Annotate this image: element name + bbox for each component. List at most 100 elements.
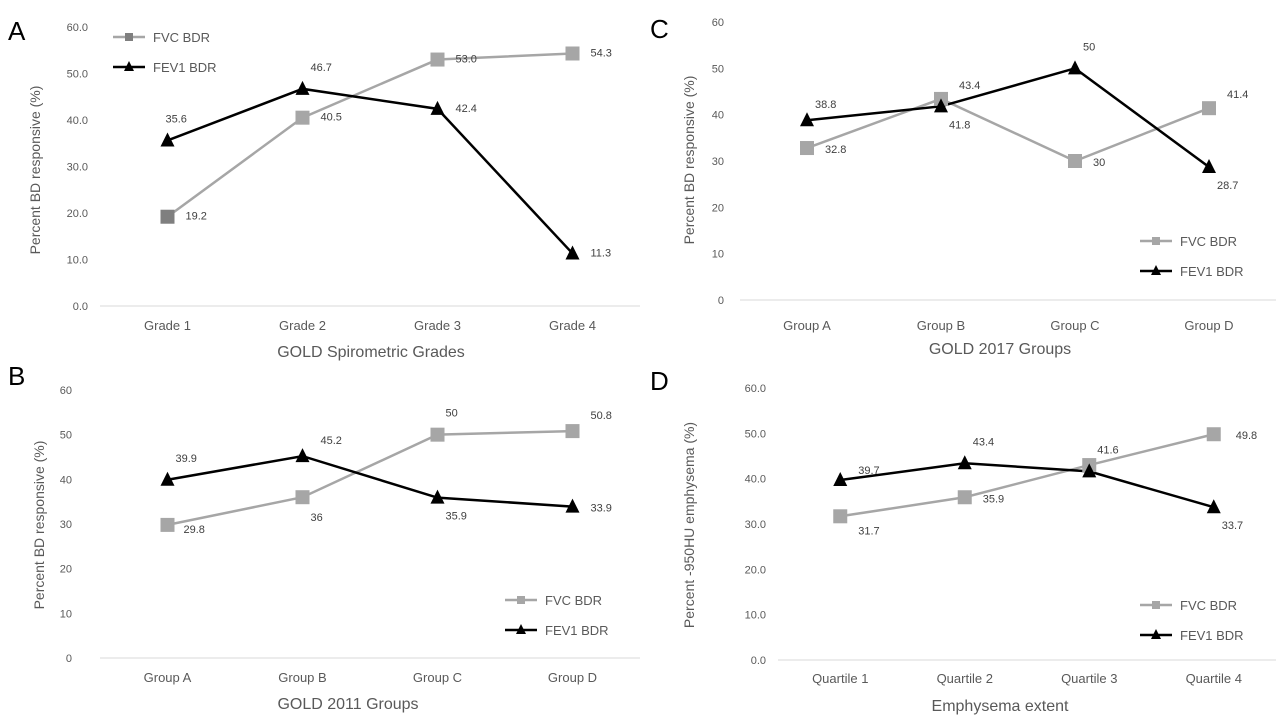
fev1-marker [1068,60,1082,75]
fev1-data-label: 50 [1083,41,1095,53]
legend-label: FVC BDR [545,593,602,608]
fvc-data-label: 40.5 [321,112,342,124]
y-tick-label: 20.0 [745,564,766,576]
x-axis-label: GOLD 2011 Groups [277,696,418,713]
data-labels: 19.2 40.5 53.0 54.3 35.6 46.7 42.4 11.3 [166,48,612,260]
fvc-data-label: 30 [1093,157,1105,169]
panel-letter: A [8,16,26,46]
fvc-data-label: 31.7 [858,525,879,537]
fev1-marker [565,498,580,513]
fev1-data-label: 39.7 [858,465,879,477]
series-markers [800,60,1216,174]
y-tick-label: 60.0 [67,22,88,34]
data-labels: 29.8 36 50 50.8 39.9 45.2 35.9 33.9 [176,408,612,536]
y-tick-label: 40.0 [745,474,766,486]
x-tick-label: Grade 2 [279,318,326,333]
series-lines [167,429,573,527]
x-axis-label: GOLD Spirometric Grades [277,344,465,361]
y-ticks: 0 10 20 30 40 50 60 [60,385,72,665]
fvc-marker [565,46,580,61]
fvc-marker [295,110,310,125]
y-tick-label: 30 [712,156,724,168]
fvc-marker [1206,427,1221,442]
x-tick-label: Group C [413,670,462,685]
panel-d: D 0.0 10.0 20.0 30.0 40.0 50.0 60.0 Quartile 1… [650,366,1276,715]
data-labels: 32.8 43.4 30 41.4 38.8 41.8 50 28.7 [815,41,1248,192]
series-line-fev1 [840,461,1215,509]
fvc-marker [957,490,972,505]
y-tick-label: 20 [60,564,72,576]
series-line-fvc [166,52,573,218]
x-tick-label: Quartile 1 [812,671,868,686]
series-lines [840,433,1215,518]
legend-marker [517,596,525,604]
fvc-data-label: 43.4 [959,80,980,92]
series-line-fvc [806,97,1210,163]
series-markers [160,424,580,532]
fvc-marker [833,509,848,524]
legend-label: FEV1 BDR [545,623,609,638]
fev1-marker [565,245,580,260]
fev1-marker [957,455,972,470]
fev1-data-label: 46.7 [311,62,332,74]
legend-marker [1152,601,1160,609]
y-ticks: 0.0 10.0 20.0 30.0 40.0 50.0 60.0 [745,383,766,667]
series-line-fev1 [806,66,1210,169]
series-lines [806,66,1210,169]
y-tick-label: 0 [66,653,72,665]
legend-marker [125,33,133,41]
legend-label: FVC BDR [1180,598,1237,613]
legend-marker [124,61,134,71]
x-axis-label: Emphysema extent [932,698,1070,715]
legend-marker [1151,265,1161,275]
fev1-marker [800,112,814,127]
y-tick-label: 30 [60,519,72,531]
fev1-marker [160,132,175,147]
fev1-data-label: 35.9 [446,511,467,523]
fvc-data-label: 49.8 [1236,430,1257,442]
fev1-data-label: 11.3 [591,247,612,259]
y-tick-label: 50.0 [67,69,88,81]
x-ticks: Quartile 1 Quartile 2 Quartile 3 Quartile 4 [812,671,1242,686]
panel-letter: D [650,366,669,396]
legend: FVC BDR FEV1 BDR [113,30,217,75]
series-markers [160,46,580,260]
y-tick-label: 0.0 [73,301,88,313]
fvc-data-label: 54.3 [591,48,612,60]
legend: FVC BDR FEV1 BDR [1140,598,1244,643]
y-tick-label: 40 [60,474,72,486]
fev1-marker [430,489,445,504]
fev1-data-label: 43.4 [973,436,994,448]
y-ticks: 0 10 20 30 40 50 60 [712,17,724,307]
fvc-marker [295,490,310,505]
y-tick-label: 20 [712,202,724,214]
x-tick-label: Quartile 3 [1061,671,1117,686]
y-tick-label: 10 [60,608,72,620]
series-line-fev1 [167,87,574,255]
fvc-data-label: 50 [446,408,458,420]
y-tick-label: 60 [712,17,724,29]
y-tick-label: 10.0 [67,255,88,267]
fev1-data-label: 38.8 [815,99,836,111]
fev1-marker [1082,463,1097,478]
fvc-marker [430,52,445,67]
legend-label: FEV1 BDR [153,60,217,75]
x-tick-label: Group C [1050,318,1099,333]
legend-marker [1152,237,1160,245]
series-line-fvc [167,429,573,527]
y-tick-label: 60 [60,385,72,397]
series-line-fev1 [167,454,573,508]
y-tick-label: 30.0 [745,519,766,531]
legend-marker [1151,629,1161,639]
fev1-data-label: 33.7 [1222,520,1243,532]
y-tick-label: 50.0 [745,428,766,440]
y-tick-label: 30.0 [67,162,88,174]
legend: FVC BDR FEV1 BDR [505,593,609,638]
y-tick-label: 20.0 [67,208,88,220]
y-ticks: 0.0 10.0 20.0 30.0 40.0 50.0 60.0 [67,22,88,313]
fev1-marker [430,100,445,115]
legend-label: FEV1 BDR [1180,264,1244,279]
x-ticks: Group A Group B Group C Group D [783,318,1233,333]
fvc-marker [160,209,175,224]
